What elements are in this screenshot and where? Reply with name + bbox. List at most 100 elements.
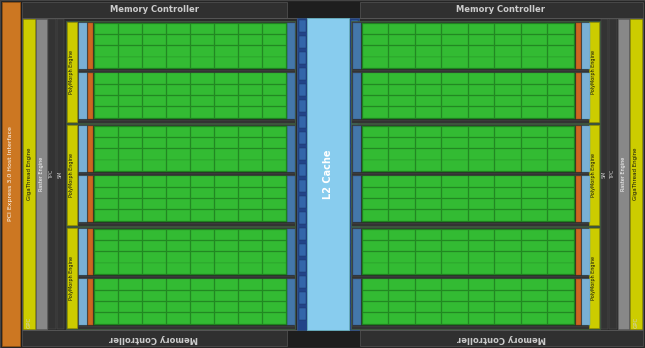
Bar xyxy=(166,176,190,187)
Bar xyxy=(495,73,521,84)
Bar xyxy=(389,279,415,290)
Bar xyxy=(389,188,415,198)
Bar xyxy=(352,22,588,70)
Bar xyxy=(95,138,118,149)
Bar xyxy=(389,241,415,251)
Bar xyxy=(143,35,166,46)
Bar xyxy=(239,46,262,57)
Bar xyxy=(215,279,238,290)
Bar xyxy=(36,19,47,329)
Bar xyxy=(495,302,521,313)
Bar xyxy=(119,210,142,221)
Bar xyxy=(143,302,166,313)
Bar xyxy=(215,313,238,324)
Bar xyxy=(263,176,286,187)
Bar xyxy=(548,188,574,198)
Bar xyxy=(468,107,494,118)
Bar xyxy=(495,291,521,301)
Bar xyxy=(362,85,388,95)
Bar xyxy=(239,241,262,251)
Bar xyxy=(215,85,238,95)
Bar xyxy=(166,199,190,209)
Text: GigaThread Engine: GigaThread Engine xyxy=(633,148,639,200)
Bar xyxy=(548,24,574,34)
Bar xyxy=(582,23,590,69)
Bar xyxy=(442,176,468,187)
Bar xyxy=(442,279,468,290)
Bar xyxy=(415,138,441,149)
Bar xyxy=(415,302,441,313)
Text: GigaThread Engine: GigaThread Engine xyxy=(26,148,32,200)
Bar xyxy=(215,57,238,68)
Bar xyxy=(522,85,548,95)
Bar xyxy=(548,252,574,263)
Bar xyxy=(495,24,521,34)
Bar xyxy=(215,107,238,118)
Bar xyxy=(215,188,238,198)
Text: TPC: TPC xyxy=(50,169,54,179)
Bar xyxy=(522,138,548,149)
Bar xyxy=(349,18,359,330)
Bar xyxy=(442,57,468,68)
Bar xyxy=(352,125,588,173)
Bar xyxy=(468,263,494,274)
Bar xyxy=(548,46,574,57)
Bar xyxy=(94,126,287,172)
Bar xyxy=(548,85,574,95)
Bar xyxy=(389,199,415,209)
Bar xyxy=(415,24,441,34)
Bar xyxy=(190,85,213,95)
Bar xyxy=(190,291,213,301)
Bar xyxy=(119,188,142,198)
Bar xyxy=(522,279,548,290)
Bar xyxy=(119,96,142,106)
Bar xyxy=(166,252,190,263)
Bar xyxy=(2,2,20,346)
Bar xyxy=(95,279,118,290)
Bar xyxy=(119,138,142,149)
Bar xyxy=(548,199,574,209)
Bar xyxy=(79,126,87,172)
Bar xyxy=(415,127,441,137)
Bar xyxy=(94,176,287,222)
Bar xyxy=(415,263,441,274)
Bar xyxy=(66,124,295,226)
Bar xyxy=(215,291,238,301)
Bar xyxy=(442,149,468,160)
Bar xyxy=(548,176,574,187)
Bar xyxy=(95,96,118,106)
Bar xyxy=(495,96,521,106)
Bar xyxy=(78,22,294,70)
Bar xyxy=(350,116,357,128)
Bar xyxy=(522,229,548,240)
Bar xyxy=(95,313,118,324)
Bar xyxy=(299,100,306,112)
Bar xyxy=(287,176,295,222)
Bar xyxy=(351,124,600,226)
Bar xyxy=(442,160,468,171)
Bar xyxy=(548,313,574,324)
Bar xyxy=(618,19,629,329)
Bar xyxy=(143,176,166,187)
Bar xyxy=(119,199,142,209)
Bar xyxy=(522,199,548,209)
Bar xyxy=(299,260,306,272)
Bar xyxy=(143,46,166,57)
Bar xyxy=(119,46,142,57)
Bar xyxy=(239,57,262,68)
Bar xyxy=(94,279,287,325)
Bar xyxy=(287,23,295,69)
Bar xyxy=(350,196,357,208)
Bar xyxy=(299,84,306,96)
Bar xyxy=(143,107,166,118)
Bar xyxy=(442,210,468,221)
Bar xyxy=(415,210,441,221)
Bar xyxy=(362,229,575,275)
Bar xyxy=(88,126,93,172)
Bar xyxy=(190,73,213,84)
Bar xyxy=(548,73,574,84)
Bar xyxy=(362,35,388,46)
Bar xyxy=(415,252,441,263)
Bar xyxy=(522,57,548,68)
Bar xyxy=(415,279,441,290)
